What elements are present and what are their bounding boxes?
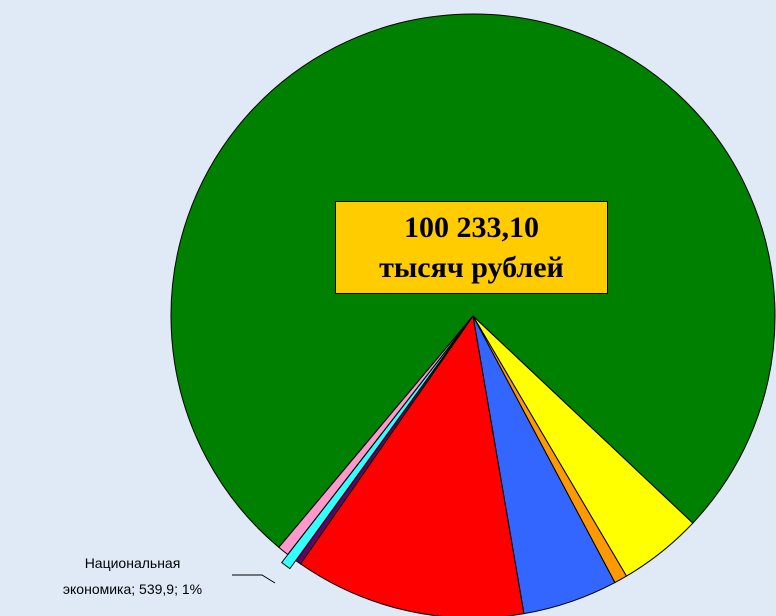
leader-line xyxy=(232,574,276,584)
center-label: 100 233,10 тысяч рублей xyxy=(335,201,608,294)
pie-slice xyxy=(281,323,468,570)
center-label-line: 100 233,10 xyxy=(404,211,539,244)
data-label: Национальная экономика; 539,9; 1% xyxy=(62,555,203,597)
pie-slice xyxy=(299,314,525,616)
pie-slice xyxy=(278,315,474,556)
center-label-line: тысяч рублей xyxy=(379,251,564,284)
